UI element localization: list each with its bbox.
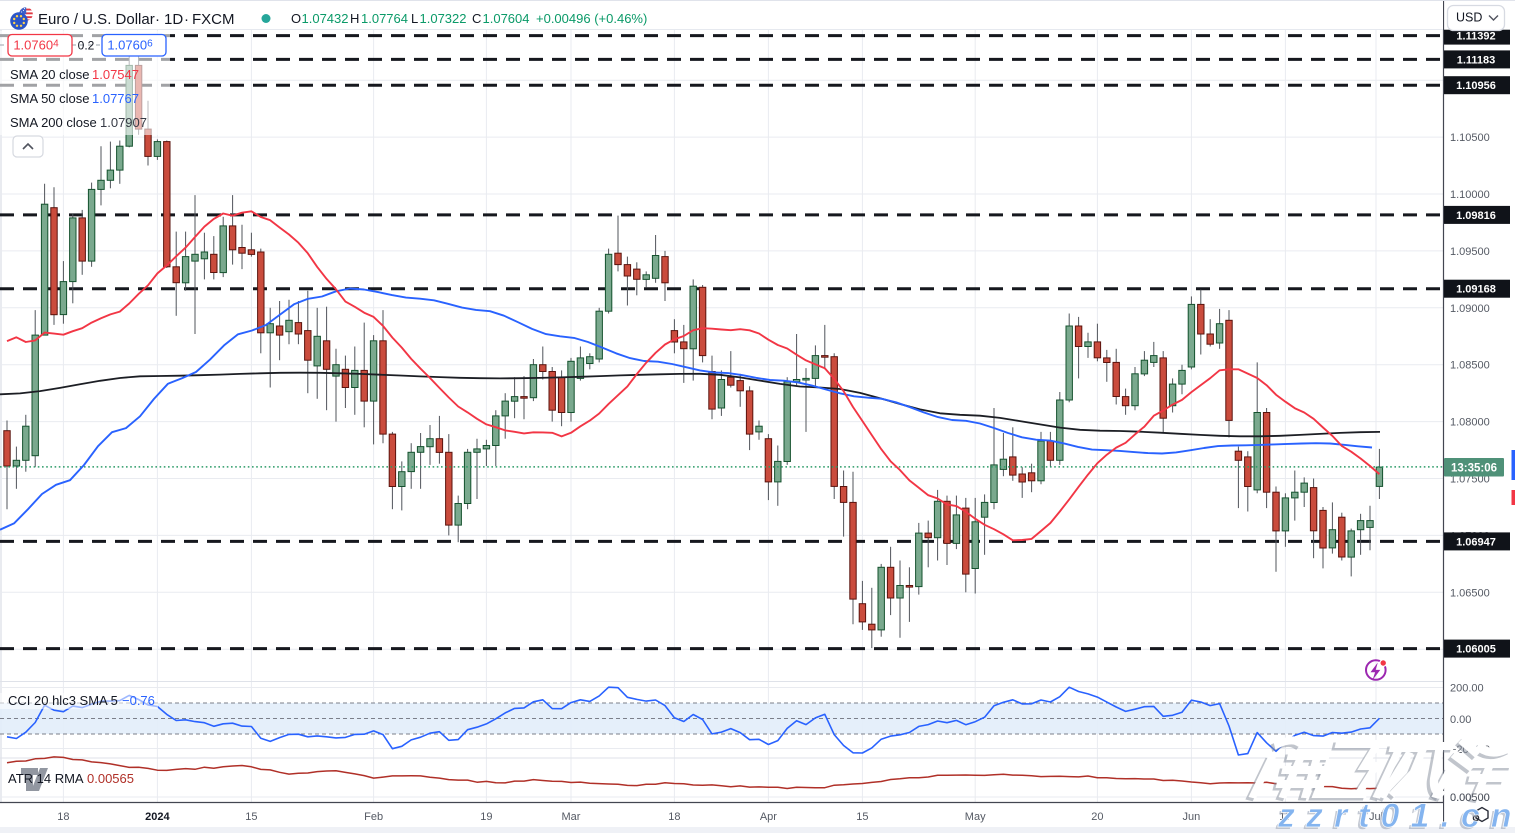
- svg-text:1.07432: 1.07432: [302, 11, 349, 26]
- svg-text:1.10956: 1.10956: [1456, 80, 1496, 92]
- svg-text:19: 19: [480, 811, 492, 823]
- svg-text:Feb: Feb: [364, 811, 383, 823]
- svg-text:15: 15: [245, 811, 257, 823]
- svg-text:1.06947: 1.06947: [1456, 536, 1496, 548]
- svg-text:Euro / U.S. Dollar: Euro / U.S. Dollar: [38, 11, 155, 28]
- svg-text:SMA 20 close: SMA 20 close: [10, 67, 90, 82]
- svg-text:1.06005: 1.06005: [1456, 644, 1496, 656]
- svg-text:FXCM: FXCM: [192, 11, 235, 28]
- svg-text:1.11183: 1.11183: [1457, 54, 1496, 66]
- svg-text:1.10000: 1.10000: [1450, 189, 1490, 201]
- svg-text:H: H: [350, 11, 359, 26]
- svg-text:−0.76: −0.76: [122, 693, 155, 708]
- svg-text:1.09816: 1.09816: [1456, 210, 1496, 222]
- svg-text:13:35:06: 13:35:06: [1451, 463, 1497, 475]
- svg-text:ATR 14 RMA: ATR 14 RMA: [8, 771, 84, 786]
- svg-text:Apr: Apr: [760, 811, 777, 823]
- svg-text:L: L: [411, 11, 418, 26]
- svg-text:2024: 2024: [145, 811, 170, 823]
- svg-text:·: ·: [184, 11, 189, 28]
- svg-text:C: C: [472, 11, 481, 26]
- svg-text:USD: USD: [1456, 11, 1482, 25]
- svg-text:0.2: 0.2: [78, 39, 95, 53]
- svg-text:1.08000: 1.08000: [1450, 417, 1490, 429]
- svg-text:Mar: Mar: [562, 811, 581, 823]
- svg-text:SMA 200 close: SMA 200 close: [10, 115, 97, 130]
- svg-text:0.00500: 0.00500: [1450, 792, 1490, 804]
- svg-text:0.00: 0.00: [1450, 714, 1471, 726]
- svg-text:1.10500: 1.10500: [1450, 132, 1490, 144]
- svg-text:1.07604: 1.07604: [13, 38, 59, 53]
- svg-text:1.09000: 1.09000: [1450, 303, 1490, 315]
- svg-text:1.08500: 1.08500: [1450, 360, 1490, 372]
- svg-text:200.00: 200.00: [1450, 683, 1484, 695]
- svg-text:1.11392: 1.11392: [1456, 31, 1495, 43]
- svg-text:1.07767: 1.07767: [92, 91, 139, 106]
- svg-text:1.06500: 1.06500: [1450, 587, 1490, 599]
- svg-text:1.09500: 1.09500: [1450, 246, 1490, 258]
- svg-text:1D: 1D: [164, 11, 183, 28]
- svg-text:SMA 50 close: SMA 50 close: [10, 91, 90, 106]
- svg-text:CCI 20 hlc3 SMA 5: CCI 20 hlc3 SMA 5: [8, 693, 118, 708]
- svg-text:18: 18: [57, 811, 69, 823]
- svg-text:18: 18: [668, 811, 680, 823]
- svg-text:·: ·: [155, 11, 160, 28]
- svg-text:1.07907: 1.07907: [100, 115, 147, 130]
- svg-text:1.07764: 1.07764: [361, 11, 408, 26]
- svg-text:1.09168: 1.09168: [1456, 284, 1496, 296]
- svg-text:0.00565: 0.00565: [87, 771, 134, 786]
- svg-text:15: 15: [856, 811, 868, 823]
- svg-text:1.07547: 1.07547: [92, 67, 139, 82]
- svg-text:O: O: [291, 11, 301, 26]
- svg-text:1.07604: 1.07604: [483, 11, 530, 26]
- svg-text:+0.00496 (+0.46%): +0.00496 (+0.46%): [536, 11, 647, 26]
- svg-text:May: May: [965, 811, 986, 823]
- svg-text:1.07606: 1.07606: [107, 38, 153, 53]
- svg-text:Jun: Jun: [1183, 811, 1201, 823]
- svg-text:20: 20: [1091, 811, 1103, 823]
- svg-text:1.07322: 1.07322: [420, 11, 467, 26]
